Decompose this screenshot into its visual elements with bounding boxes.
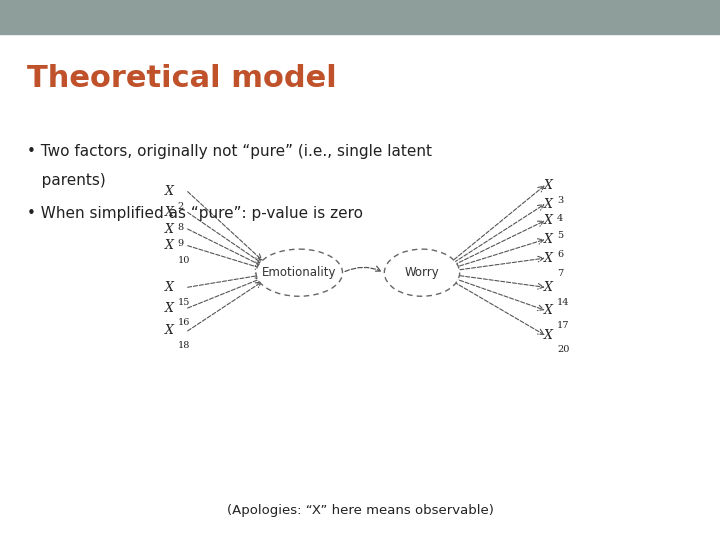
Text: 15: 15 (178, 298, 190, 307)
Ellipse shape (256, 249, 343, 296)
Text: X: X (165, 185, 174, 198)
Text: 7: 7 (557, 268, 563, 278)
Text: X: X (544, 281, 553, 294)
Text: Theoretical model: Theoretical model (27, 64, 337, 93)
Text: • When simplified as “pure”: p-value is zero: • When simplified as “pure”: p-value is … (27, 206, 364, 221)
Text: X: X (165, 239, 174, 252)
Text: Emotionality: Emotionality (262, 266, 336, 279)
Text: parents): parents) (27, 173, 106, 188)
Text: X: X (544, 179, 553, 192)
Ellipse shape (384, 249, 459, 296)
Text: Worry: Worry (405, 266, 439, 279)
Text: 3: 3 (557, 196, 563, 205)
Text: 5: 5 (557, 231, 563, 240)
Text: 20: 20 (557, 346, 570, 354)
Text: X: X (165, 206, 174, 219)
Text: 4: 4 (557, 214, 563, 224)
Text: X: X (544, 328, 553, 342)
Text: X: X (544, 233, 553, 246)
Text: X: X (544, 198, 553, 211)
Text: 2: 2 (178, 202, 184, 211)
Text: 10: 10 (178, 256, 190, 265)
Text: 17: 17 (557, 321, 570, 329)
Text: 18: 18 (178, 341, 190, 350)
Text: X: X (165, 222, 174, 235)
Text: (Apologies: “X” here means observable): (Apologies: “X” here means observable) (227, 504, 493, 517)
Text: 8: 8 (178, 223, 184, 232)
Text: X: X (544, 303, 553, 316)
Text: 14: 14 (557, 298, 570, 307)
Text: 6: 6 (557, 250, 563, 259)
Text: X: X (165, 281, 174, 294)
Text: X: X (165, 325, 174, 338)
Text: X: X (165, 301, 174, 314)
Text: 9: 9 (178, 239, 184, 248)
Text: X: X (544, 214, 553, 227)
Text: X: X (544, 252, 553, 265)
Text: 16: 16 (178, 319, 190, 327)
Text: • Two factors, originally not “pure” (i.e., single latent: • Two factors, originally not “pure” (i.… (27, 144, 432, 159)
Text: 25: 25 (685, 10, 705, 24)
